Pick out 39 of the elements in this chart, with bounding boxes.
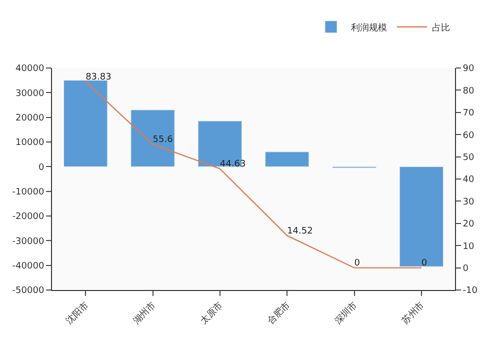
data-label: 55.6 xyxy=(152,135,174,146)
y2-tick-label: 20 xyxy=(462,220,475,230)
x-tick-label: 太原市 xyxy=(198,300,226,327)
y2-tick-label: 80 xyxy=(462,86,475,96)
y2-tick-label: 50 xyxy=(462,152,475,163)
y2-tick-label: 40 xyxy=(462,175,475,186)
data-label: 14.52 xyxy=(287,226,313,236)
x-tick-label: 苏州市 xyxy=(400,300,427,327)
x-tick-label: 深圳市 xyxy=(332,300,360,327)
y-tick-label: 0 xyxy=(38,162,44,173)
bar xyxy=(64,80,108,167)
y2-tick-label: 70 xyxy=(462,108,475,119)
y2-tick-label: 90 xyxy=(462,64,475,74)
legend-label: 利润规模 xyxy=(351,22,387,34)
y-tick-label: -30000 xyxy=(12,236,44,247)
bar xyxy=(265,152,310,167)
y2-tick-label: 0 xyxy=(462,264,469,274)
y-tick-label: -20000 xyxy=(12,212,44,222)
y2-tick-label: 10 xyxy=(462,242,475,252)
x-tick-label: 合肥市 xyxy=(266,300,292,327)
y2-tick-label: -10 xyxy=(462,286,478,296)
y-tick-label: 40000 xyxy=(16,64,44,74)
line-series xyxy=(84,81,422,268)
x-tick-label: 湖州市 xyxy=(131,300,158,327)
data-label: 0 xyxy=(421,258,428,269)
bar xyxy=(399,166,444,267)
y-tick-label: 20000 xyxy=(16,113,44,124)
y2-tick-label: 60 xyxy=(462,130,475,141)
y-tick-label: 30000 xyxy=(16,88,44,99)
data-label: 0 xyxy=(354,258,360,269)
y-tick-label: 10000 xyxy=(16,138,44,148)
data-label: 83.83 xyxy=(86,72,112,82)
bar xyxy=(130,110,175,167)
y-tick-label: -10000 xyxy=(12,187,44,198)
legend-label: 占比 xyxy=(432,22,450,34)
x-tick-label: 沈阳市 xyxy=(64,300,91,327)
y2-tick-label: 30 xyxy=(462,197,475,208)
y-tick-label: -40000 xyxy=(12,261,44,272)
y-tick-label: -50000 xyxy=(12,286,44,296)
